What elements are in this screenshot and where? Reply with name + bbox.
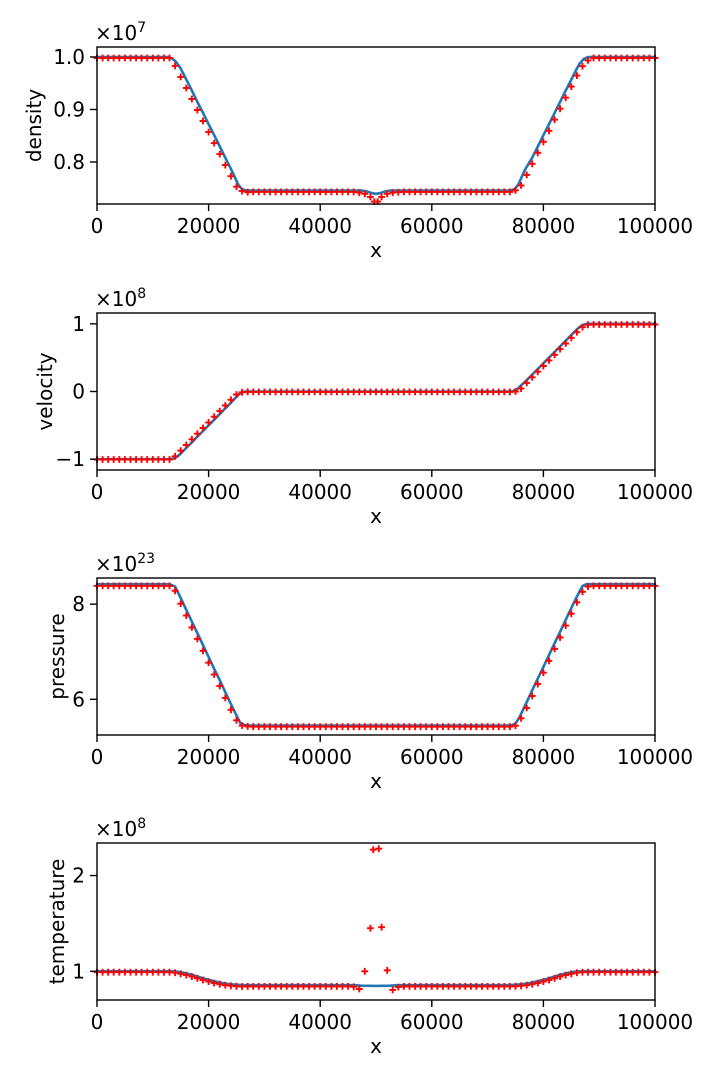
x-axis-label: x: [370, 769, 382, 793]
x-tick-label: 100000: [617, 214, 693, 238]
x-tick-label: 20000: [177, 214, 241, 238]
y-tick-label: 8: [72, 592, 85, 616]
y-tick-label: 0.8: [53, 150, 85, 174]
x-axis-label: x: [370, 238, 382, 262]
x-tick-label: 80000: [512, 745, 576, 769]
y-tick-label: 6: [72, 687, 85, 711]
x-tick-label: 40000: [288, 1010, 352, 1034]
x-tick-label: 40000: [288, 745, 352, 769]
x-tick-label: 100000: [617, 1010, 693, 1034]
x-tick-label: 20000: [177, 745, 241, 769]
y-axis-offset-text: ×108: [95, 816, 146, 841]
y-axis-label-density: density: [22, 89, 46, 162]
y-axis-label-pressure: pressure: [45, 613, 69, 699]
y-tick-label: 0.9: [53, 97, 85, 121]
x-tick-label: 0: [91, 1010, 104, 1034]
x-tick-label: 40000: [288, 214, 352, 238]
axes-spines: [96, 842, 656, 1001]
y-tick-label: 2: [72, 864, 85, 888]
x-tick-label: 80000: [512, 1010, 576, 1034]
x-tick-label: 20000: [177, 1010, 241, 1034]
analytic-line: [95, 55, 657, 196]
panel-temperature: 1 2 0 20000 40000 60000 80000 100000 x temperatur…: [45, 816, 693, 1058]
y-tick-label: 1: [72, 312, 85, 336]
y-tick-label: −1: [56, 447, 85, 471]
axes-spines: [96, 577, 656, 736]
y-axis-label-velocity: velocity: [33, 352, 57, 430]
x-axis-label: x: [370, 1034, 382, 1058]
axes-spines: [96, 46, 656, 205]
x-tick-label: 80000: [512, 480, 576, 504]
x-tick-label: 60000: [400, 214, 464, 238]
y-tick-label: 1: [72, 959, 85, 983]
y-axis-offset-text: ×107: [95, 20, 146, 45]
y-axis-offset-text: ×1023: [95, 551, 155, 576]
x-axis-label: x: [370, 504, 382, 528]
x-tick-label: 0: [91, 745, 104, 769]
x-tick-label: 0: [91, 480, 104, 504]
x-tick-label: 20000: [177, 480, 241, 504]
y-tick-label: 0: [72, 380, 85, 404]
x-tick-label: 60000: [400, 1010, 464, 1034]
y-axis-offset-text: ×108: [95, 286, 146, 311]
x-tick-label: 100000: [617, 480, 693, 504]
x-tick-label: 40000: [288, 480, 352, 504]
panel-density: 0.8 0.9 1.0 0 20000 40000 60000 80000 100000 x den…: [22, 20, 693, 262]
x-tick-label: 60000: [400, 480, 464, 504]
x-tick-label: 80000: [512, 214, 576, 238]
x-tick-label: 60000: [400, 745, 464, 769]
simulation-plus-markers: [93, 321, 659, 463]
x-tick-label: 0: [91, 214, 104, 238]
analytic-line: [95, 582, 657, 727]
panel-pressure: 6 8 0 20000 40000 60000 80000 100000 x pressure ×1…: [45, 551, 693, 793]
y-tick-label: 1.0: [53, 45, 85, 69]
y-axis-label-temperature: temperature: [45, 859, 69, 985]
x-tick-label: 100000: [617, 745, 693, 769]
